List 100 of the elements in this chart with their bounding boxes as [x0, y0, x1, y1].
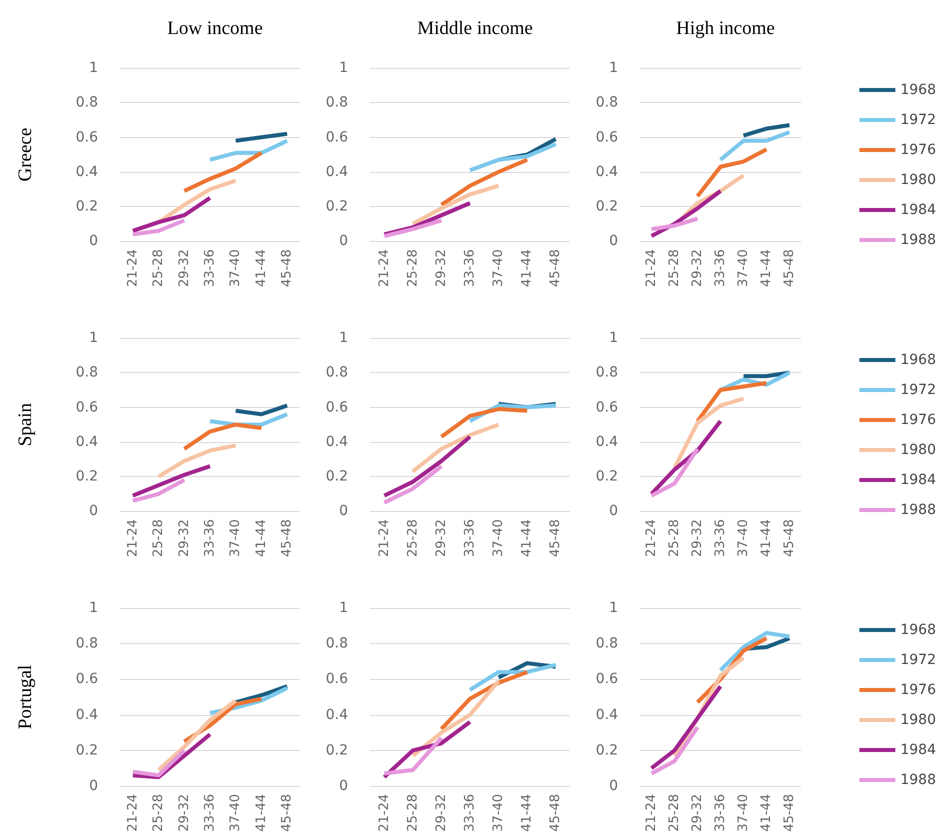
x-tick-label: 41-44	[759, 519, 774, 558]
y-tick-label: 0.2	[76, 742, 98, 758]
legend-label: 1988	[900, 232, 936, 248]
y-tick-label: 0.8	[326, 364, 348, 381]
x-tick-label: 37-40	[228, 249, 244, 288]
y-tick-label: 0.8	[596, 636, 618, 652]
x-tick-label: 41-44	[520, 519, 535, 558]
x-tick-label: 37-40	[491, 249, 506, 288]
y-tick-label: 1	[339, 600, 348, 616]
x-tick-label: 37-40	[491, 794, 506, 832]
y-tick-label: 0.2	[596, 468, 618, 485]
legend-label: 1976	[900, 142, 936, 158]
legend-label: 1988	[900, 772, 936, 788]
chart-title: High income	[676, 18, 775, 39]
legend-label: 1984	[900, 472, 936, 488]
x-tick-label: 25-28	[405, 794, 420, 832]
legend-label: 1976	[900, 412, 936, 428]
x-tick-label: 25-28	[405, 519, 420, 558]
chart-title: Middle income	[417, 18, 533, 39]
y-tick-label: 0.8	[326, 94, 348, 111]
x-tick-label: 41-44	[520, 249, 535, 288]
x-tick-label: 41-44	[759, 249, 774, 288]
y-tick-label: 0.6	[326, 129, 348, 146]
x-tick-label: 37-40	[491, 519, 506, 558]
x-tick-label: 45-48	[548, 794, 564, 832]
x-tick-label: 29-32	[176, 794, 192, 832]
y-axis-title: Portugal	[15, 664, 36, 730]
x-tick-label: 21-24	[125, 519, 140, 558]
y-tick-label: 0.6	[326, 671, 348, 688]
y-tick-label: 0.4	[76, 706, 98, 723]
y-tick-label: 0.2	[596, 198, 618, 215]
x-tick-label: 29-32	[690, 794, 705, 832]
y-axis-title: Greece	[15, 128, 36, 182]
y-tick-label: 0.6	[596, 129, 618, 146]
y-tick-label: 0.8	[596, 364, 618, 381]
x-tick-label: 29-32	[434, 249, 449, 288]
x-tick-label: 21-24	[644, 249, 659, 288]
y-tick-label: 0.4	[76, 434, 98, 450]
x-tick-label: 41-44	[520, 794, 535, 832]
y-tick-label: 0	[89, 503, 98, 520]
x-tick-label: 21-24	[125, 794, 140, 832]
x-tick-label: 29-32	[176, 249, 192, 288]
x-tick-label: 41-44	[254, 794, 269, 832]
y-tick-label: 0.8	[76, 636, 98, 652]
x-tick-label: 29-32	[176, 519, 192, 558]
x-tick-label: 21-24	[376, 794, 392, 832]
x-tick-label: 33-36	[713, 519, 728, 558]
y-tick-label: 0	[609, 233, 618, 250]
y-tick-label: 1	[609, 60, 618, 76]
x-tick-label: 25-28	[667, 519, 682, 558]
y-tick-label: 0.2	[326, 468, 348, 485]
y-tick-label: 1	[609, 330, 618, 346]
legend-label: 1980	[900, 442, 936, 458]
x-tick-label: 45-48	[280, 794, 295, 832]
y-tick-label: 0.8	[76, 364, 98, 381]
x-tick-label: 45-48	[782, 249, 797, 288]
y-tick-label: 0.6	[76, 129, 98, 146]
x-tick-label: 41-44	[254, 519, 269, 558]
x-tick-label: 45-48	[782, 794, 797, 832]
y-tick-label: 0	[609, 503, 618, 520]
x-tick-label: 37-40	[228, 794, 244, 832]
x-tick-label: 25-28	[151, 249, 166, 288]
legend-label: 1988	[900, 502, 936, 518]
legend-label: 1980	[900, 172, 936, 188]
x-tick-label: 33-36	[202, 519, 218, 558]
x-tick-label: 29-32	[434, 519, 449, 558]
y-tick-label: 1	[339, 330, 348, 346]
x-tick-label: 37-40	[736, 249, 751, 288]
y-tick-label: 0.2	[76, 198, 98, 215]
x-tick-label: 33-36	[462, 249, 478, 288]
y-tick-label: 0.6	[76, 671, 98, 688]
legend-label: 1984	[900, 202, 936, 218]
legend-label: 1980	[900, 712, 936, 728]
y-tick-label: 0	[609, 778, 618, 794]
y-tick-label: 0.2	[596, 742, 618, 758]
legend-label: 1984	[900, 742, 936, 758]
x-tick-label: 37-40	[228, 519, 244, 558]
x-tick-label: 21-24	[376, 519, 392, 558]
y-tick-label: 0.8	[76, 94, 98, 111]
y-tick-label: 0.4	[596, 434, 618, 450]
x-tick-label: 25-28	[151, 794, 166, 832]
y-tick-label: 0.2	[326, 742, 348, 758]
y-tick-label: 0.4	[326, 434, 348, 450]
x-tick-label: 45-48	[280, 519, 295, 558]
x-tick-label: 29-32	[690, 249, 705, 288]
y-axis-title: Spain	[15, 402, 36, 446]
y-tick-label: 0.6	[76, 399, 98, 416]
legend-label: 1968	[900, 622, 936, 638]
y-tick-label: 0.2	[326, 198, 348, 215]
y-tick-label: 0.4	[326, 706, 348, 723]
y-tick-label: 0	[339, 233, 348, 250]
y-tick-label: 0.6	[326, 399, 348, 416]
y-tick-label: 0	[89, 778, 98, 794]
x-tick-label: 45-48	[548, 519, 564, 558]
y-tick-label: 0.6	[596, 671, 618, 688]
x-tick-label: 29-32	[690, 519, 705, 558]
y-tick-label: 0	[89, 233, 98, 250]
x-tick-label: 21-24	[376, 249, 392, 288]
y-tick-label: 0.6	[596, 399, 618, 416]
x-tick-label: 21-24	[644, 519, 659, 558]
